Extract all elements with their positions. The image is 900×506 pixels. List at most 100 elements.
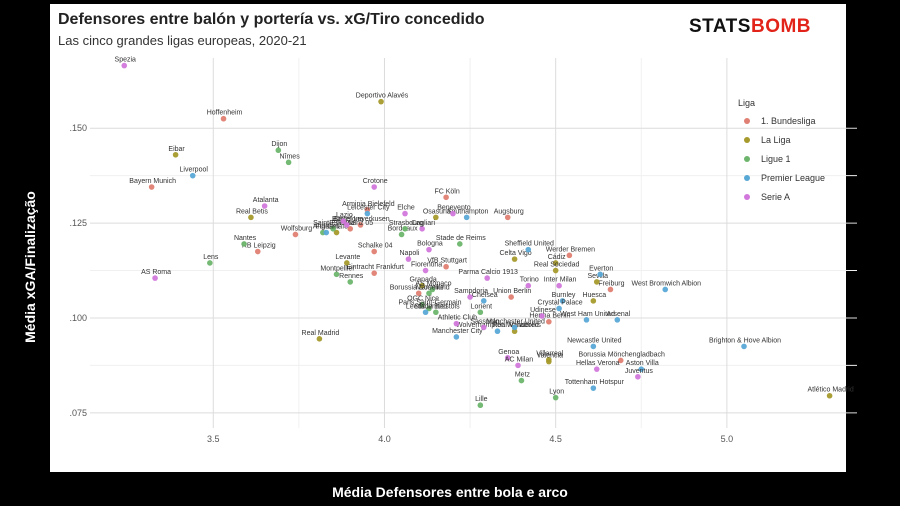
- point-label: Crystal Palace: [538, 299, 583, 306]
- data-point: [172, 151, 179, 158]
- point-label: Freiburg: [598, 280, 624, 287]
- point-label: Marseille: [416, 284, 444, 291]
- data-point: [340, 218, 347, 224]
- data-point: [426, 246, 432, 253]
- data-point: [398, 231, 405, 238]
- data-point: [121, 62, 128, 69]
- point-label: Getafe: [327, 224, 348, 231]
- point-label: AS Monaco: [415, 280, 451, 287]
- point-label: Manchester United: [486, 318, 545, 325]
- point-label: West Bromwich Albion: [631, 280, 701, 287]
- point-label: Burnley: [552, 292, 576, 299]
- data-point: [826, 392, 833, 399]
- chart-title: Defensores entre balón y portería vs. xG…: [58, 11, 485, 28]
- data-point: [371, 248, 378, 255]
- point-label: Stade de Reims: [436, 235, 486, 242]
- data-point: [344, 222, 350, 228]
- point-label: Hertha Berlin: [529, 313, 570, 320]
- data-point: [450, 210, 456, 217]
- point-label: Sevilla: [587, 273, 608, 280]
- data-point: [357, 222, 364, 228]
- point-label: Huesca: [582, 292, 606, 299]
- data-point: [330, 225, 336, 232]
- data-point: [347, 225, 354, 232]
- legend-label: La Liga: [761, 135, 791, 145]
- point-label: AS Roma: [141, 269, 171, 276]
- point-label: Strasbourg: [389, 220, 423, 227]
- data-point: [402, 210, 408, 217]
- data-point: [477, 402, 484, 409]
- data-point: [566, 252, 573, 259]
- point-label: Arminia Bielefeld: [342, 201, 395, 208]
- point-label: West Ham United: [560, 311, 615, 318]
- point-label: Levante: [335, 254, 360, 261]
- y-tick-label: .150: [69, 123, 87, 133]
- data-point: [419, 225, 425, 232]
- data-point: [559, 298, 566, 304]
- point-label: Hoffenheim: [207, 110, 243, 117]
- chart-subtitle: Las cinco grandes ligas europeas, 2020-2…: [58, 33, 307, 48]
- data-point: [422, 267, 429, 274]
- data-point: [402, 225, 408, 232]
- point-label: Lazio: [336, 212, 353, 219]
- point-label: Borussia Dortmund: [390, 284, 450, 291]
- data-point: [248, 214, 254, 221]
- point-label: RB Leipzig: [242, 243, 276, 250]
- data-point: [590, 343, 597, 350]
- data-point: [515, 362, 521, 369]
- data-point: [371, 270, 378, 276]
- data-point: [415, 290, 422, 297]
- data-point: [152, 275, 158, 281]
- data-point: [467, 294, 473, 300]
- data-point: [525, 282, 532, 289]
- point-label: Wolfsburg: [281, 225, 312, 232]
- point-label: Aston Villa: [626, 360, 659, 367]
- point-label: Augsburg: [494, 208, 524, 215]
- data-point: [433, 214, 439, 221]
- y-tick-label: .075: [69, 408, 87, 418]
- point-label: Newcastle United: [567, 337, 622, 344]
- point-label: Sassuolo: [470, 318, 499, 325]
- point-label: Arsenal: [606, 311, 630, 318]
- data-point: [662, 286, 669, 293]
- point-label: Leeds United: [406, 303, 447, 310]
- data-point: [220, 115, 227, 122]
- point-label: VfB Stuttgart: [427, 258, 467, 265]
- data-point: [426, 290, 432, 297]
- point-label: Benevento: [437, 205, 471, 212]
- data-point: [364, 210, 371, 217]
- data-point: [463, 214, 470, 221]
- point-label: Napoli: [400, 250, 420, 257]
- data-point: [556, 305, 562, 312]
- statsbomb-logo: STATSBOMB: [689, 16, 811, 38]
- data-point: [518, 377, 525, 384]
- point-label: Crotone: [363, 178, 388, 185]
- data-point: [419, 301, 425, 308]
- data-point: [477, 309, 484, 316]
- legend-label: Serie A: [761, 192, 790, 202]
- point-label: Torino: [520, 277, 539, 284]
- point-label: Atlético Madrid: [807, 387, 853, 394]
- data-point: [292, 231, 299, 238]
- data-point: [597, 271, 603, 278]
- data-point: [525, 246, 532, 253]
- point-label: Parma Calcio 1913: [458, 269, 518, 276]
- point-label: FC Köln: [434, 188, 459, 195]
- data-point: [422, 309, 429, 316]
- point-label: Bayern Munich: [129, 178, 176, 185]
- data-point: [207, 260, 213, 266]
- point-label: Eintracht Frankfurt: [346, 264, 404, 271]
- point-label: Valencia: [537, 353, 563, 360]
- data-point: [638, 366, 645, 372]
- data-point: [494, 328, 501, 335]
- point-label: Leicester City: [347, 205, 390, 212]
- data-point: [333, 271, 340, 278]
- point-label: Genoa: [498, 349, 519, 356]
- point-label: Wolverhampton Wanderers: [456, 322, 541, 329]
- data-point: [480, 324, 487, 331]
- data-point: [508, 294, 514, 300]
- data-point: [552, 267, 559, 274]
- point-label: Everton: [589, 265, 613, 272]
- point-label: Elche: [397, 205, 415, 212]
- data-point: [635, 373, 641, 380]
